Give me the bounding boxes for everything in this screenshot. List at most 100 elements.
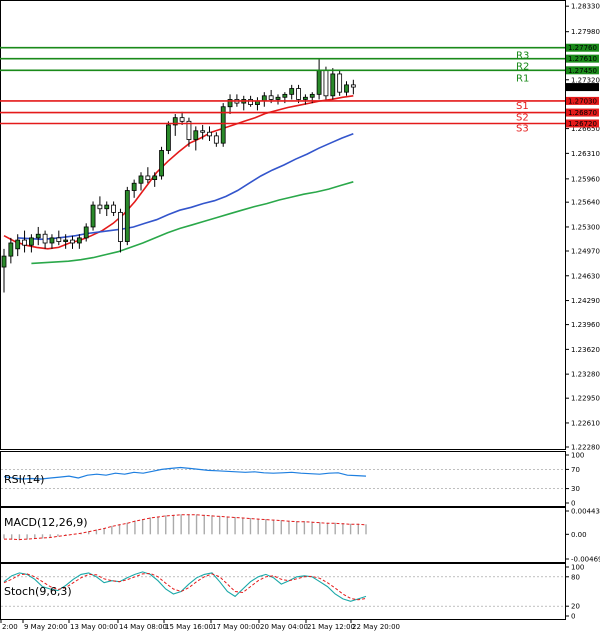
level-tag-label: 1.26720 bbox=[568, 120, 597, 128]
candle-body bbox=[138, 175, 144, 184]
candle-body bbox=[42, 233, 48, 244]
candle-body bbox=[97, 204, 103, 210]
stoch-panel: Stoch(9,6,3) bbox=[0, 563, 566, 620]
price-tick-label: 1.27320 bbox=[571, 76, 600, 84]
candle-body bbox=[111, 204, 116, 213]
candle-body bbox=[296, 88, 301, 100]
moving-average-line bbox=[31, 181, 354, 265]
moving-average-line bbox=[3, 95, 354, 250]
candle-body bbox=[56, 237, 62, 242]
candle-body bbox=[49, 237, 55, 244]
candle-body bbox=[15, 239, 21, 250]
candle-body bbox=[268, 95, 274, 100]
time-tick-label: 9 May 20:00 bbox=[24, 623, 68, 631]
price-tick-label: 1.23620 bbox=[571, 346, 600, 354]
candle-body bbox=[309, 93, 315, 98]
price-axis: 1.28330 1.27980 1.27320 1.26650 1.26310 1.259… bbox=[565, 3, 600, 452]
level-tag-bg bbox=[566, 66, 599, 75]
price-tick-label: 1.28330 bbox=[571, 3, 600, 11]
candle-body bbox=[316, 69, 322, 95]
price-tick-label: 1.22950 bbox=[571, 395, 600, 403]
candle-body bbox=[179, 117, 185, 122]
time-tick-label: 20 May 04:00 bbox=[260, 623, 308, 631]
level-tag-bg bbox=[566, 54, 599, 63]
candle-body bbox=[227, 99, 233, 108]
level-name: S1 bbox=[516, 101, 529, 112]
level-name: S3 bbox=[516, 123, 529, 134]
time-tick-label: 17 May 00:00 bbox=[212, 623, 260, 631]
price-tick-label: 1.25640 bbox=[571, 199, 600, 207]
time-tick-label: 21 May 12:00 bbox=[307, 623, 355, 631]
indicator-tick-label: 30 bbox=[571, 485, 580, 493]
price-tick-label: 1.22610 bbox=[571, 419, 600, 427]
candle-body bbox=[193, 130, 199, 140]
candle-body bbox=[22, 239, 27, 246]
time-axis: 2:00 9 May 20:00 13 May 00:00 14 May 08:001… bbox=[0, 619, 400, 631]
indicator-tick-label: 100 bbox=[571, 564, 584, 572]
candle-body bbox=[350, 84, 356, 88]
candle-body bbox=[213, 135, 219, 144]
candle-body bbox=[118, 211, 123, 242]
indicator-tick-label: -0.004691 bbox=[571, 556, 600, 564]
price-tick-label: 1.27980 bbox=[571, 28, 600, 36]
stoch-label: Stoch(9,6,3) bbox=[4, 585, 72, 598]
level-name: R2 bbox=[516, 62, 529, 73]
candle-body bbox=[28, 237, 34, 246]
candle-body bbox=[330, 73, 336, 97]
time-tick-label: 14 May 08:00 bbox=[119, 623, 167, 631]
indicator-tick-label: 80 bbox=[571, 573, 580, 581]
indicator-tick-label: 0 bbox=[571, 500, 575, 508]
candle-body bbox=[200, 130, 206, 133]
rsi-line-path bbox=[3, 466, 367, 480]
level-tag-label: 1.27030 bbox=[568, 97, 597, 105]
time-tick-label: 13 May 00:00 bbox=[70, 623, 118, 631]
candle-body bbox=[83, 226, 89, 239]
rsi-panel: RSI(14) bbox=[0, 451, 566, 507]
indicator-tick-label: 70 bbox=[571, 466, 580, 474]
time-tick-label: 22 May 20:00 bbox=[352, 623, 400, 631]
rsi-line bbox=[1, 466, 565, 489]
level-tag-bg bbox=[566, 43, 599, 52]
candle-body bbox=[76, 237, 82, 244]
price-tick-label: 1.25300 bbox=[571, 223, 600, 231]
stoch-panel-frame bbox=[0, 563, 566, 620]
price-tick-label: 1.26310 bbox=[571, 150, 600, 158]
candle-body bbox=[131, 182, 137, 191]
price-panel-frame bbox=[0, 0, 566, 450]
time-tick-label: 15 May 16:00 bbox=[165, 623, 213, 631]
candle-body bbox=[124, 190, 130, 242]
candle-body bbox=[289, 88, 295, 95]
current-price-label: 1.27220 bbox=[568, 84, 597, 92]
level-tag-label: 1.26870 bbox=[568, 109, 597, 117]
price-tick-label: 1.22280 bbox=[571, 444, 600, 452]
stoch-k-line bbox=[3, 571, 367, 602]
level-name: R3 bbox=[516, 51, 529, 62]
macd-panel: MACD(12,26,9) bbox=[0, 507, 566, 563]
candle-body bbox=[104, 204, 110, 210]
indicator-tick-label: 100 bbox=[571, 452, 584, 460]
level-name: S2 bbox=[516, 113, 529, 124]
candle-body bbox=[344, 84, 349, 93]
time-tick-label: 2:00 bbox=[2, 623, 18, 631]
price-tick-label: 1.24630 bbox=[571, 272, 600, 280]
candle-body bbox=[220, 106, 226, 144]
candle-body bbox=[159, 150, 164, 177]
price-tick-label: 1.23280 bbox=[571, 371, 600, 379]
price-tick-label: 1.24970 bbox=[571, 248, 600, 256]
candle-body bbox=[70, 239, 75, 244]
candle-body bbox=[35, 233, 41, 239]
candle-body bbox=[275, 96, 281, 100]
candle-body bbox=[1, 255, 7, 268]
candle-body bbox=[8, 242, 14, 257]
stoch-lines bbox=[1, 571, 565, 607]
candle-body bbox=[302, 96, 308, 100]
indicator-tick-label: 20 bbox=[571, 603, 580, 611]
candle-body bbox=[186, 120, 192, 140]
candle-body bbox=[248, 99, 254, 105]
price-tick-label: 1.24290 bbox=[571, 297, 600, 305]
candle-body bbox=[63, 239, 69, 242]
rsi-panel-frame bbox=[0, 451, 566, 507]
indicator-tick-label: 0.004431 bbox=[571, 508, 600, 516]
